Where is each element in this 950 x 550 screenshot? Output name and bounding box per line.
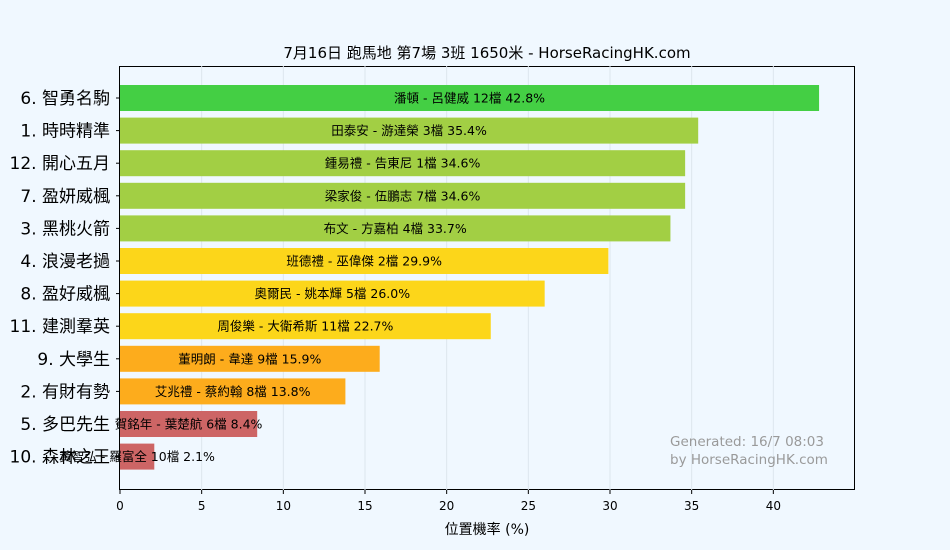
bar-data-label: 鍾易禮 - 告東尼 1檔 34.6% bbox=[325, 156, 481, 171]
x-tick-label: 15 bbox=[357, 499, 372, 513]
bar bbox=[120, 313, 491, 340]
y-tick-labels: 6. 智勇名駒 1. 時時精準 12. 開心五月 7. 盈妍威楓 3. 黑桃火箭 4. 浪… bbox=[10, 89, 120, 468]
x-ticks: 0 5 10 15 20 25 30 35 40 bbox=[116, 490, 781, 513]
bar bbox=[120, 182, 686, 209]
bar-data-label: 賀銘年 - 葉楚航 6檔 8.4% bbox=[115, 417, 263, 432]
generated-note: Generated: 16/7 08:03 bbox=[670, 434, 824, 450]
bar-data-label: 潘頓 - 呂健威 12檔 42.8% bbox=[394, 91, 545, 106]
bars bbox=[120, 85, 820, 470]
bar bbox=[120, 85, 820, 111]
bar bbox=[120, 248, 609, 274]
x-tick-label: 20 bbox=[439, 499, 454, 513]
bar-data-label: 梁家俊 - 伍鵬志 7檔 34.6% bbox=[325, 188, 481, 203]
y-tick-label: 6. 智勇名駒 bbox=[20, 89, 110, 109]
y-tick-label: 11. 建測羣英 bbox=[10, 317, 110, 337]
y-tick-label: 2. 有財有勢 bbox=[20, 382, 110, 402]
y-tick-label: 1. 時時精準 bbox=[20, 122, 110, 142]
chart-title: 7月16日 跑馬地 第7場 3班 1650米 - HorseRacingHK.c… bbox=[283, 44, 690, 62]
bar bbox=[120, 215, 671, 242]
bar-data-label: 田泰安 - 游達榮 3檔 35.4% bbox=[331, 123, 487, 138]
bar-data-label: 董明朗 - 韋達 9檔 15.9% bbox=[178, 351, 321, 366]
x-tick-label: 30 bbox=[602, 499, 617, 513]
y-tick-label: 4. 浪漫老撾 bbox=[20, 252, 110, 272]
bar-data-label: 周俊樂 - 大衛希斯 11檔 22.7% bbox=[217, 319, 393, 334]
x-tick-label: 40 bbox=[766, 499, 781, 513]
bar bbox=[120, 280, 545, 307]
y-tick-label: 8. 盈好威楓 bbox=[20, 285, 110, 305]
y-tick-label: 10. 森林之王 bbox=[10, 448, 110, 468]
x-tick-label: 10 bbox=[276, 499, 291, 513]
bar bbox=[120, 443, 155, 470]
bar bbox=[120, 378, 346, 405]
y-tick-label: 7. 盈妍威楓 bbox=[20, 187, 110, 207]
y-tick-label: 5. 多巴先生 bbox=[20, 415, 110, 435]
y-tick-label: 9. 大學生 bbox=[37, 350, 110, 370]
source-note: by HorseRacingHK.com bbox=[670, 452, 828, 468]
bar-data-label: 班德禮 - 巫偉傑 2檔 29.9% bbox=[286, 254, 442, 269]
bar-data-label: 布文 - 方嘉柏 4檔 33.7% bbox=[324, 221, 467, 236]
x-tick-label: 0 bbox=[116, 499, 124, 513]
x-tick-label: 35 bbox=[684, 499, 699, 513]
y-tick-label: 12. 開心五月 bbox=[10, 154, 110, 174]
bar bbox=[120, 411, 258, 437]
x-axis-label: 位置機率 (%) bbox=[445, 521, 530, 538]
bar-data-label: 奧爾民 - 姚本輝 5檔 26.0% bbox=[255, 286, 411, 301]
bar-data-label: 黃智弘 - 羅富全 10檔 2.1% bbox=[59, 449, 215, 464]
bar bbox=[120, 345, 380, 372]
bar bbox=[120, 117, 699, 144]
y-tick-label: 3. 黑桃火箭 bbox=[20, 219, 110, 239]
bar bbox=[120, 150, 686, 177]
x-tick-label: 5 bbox=[198, 499, 206, 513]
bar-labels: 潘頓 - 呂健威 12檔 42.8% 田泰安 - 游達榮 3檔 35.4% 鍾易禮 … bbox=[59, 91, 545, 465]
x-tick-label: 25 bbox=[521, 499, 536, 513]
bar-data-label: 艾兆禮 - 蔡約翰 8檔 13.8% bbox=[155, 384, 311, 399]
